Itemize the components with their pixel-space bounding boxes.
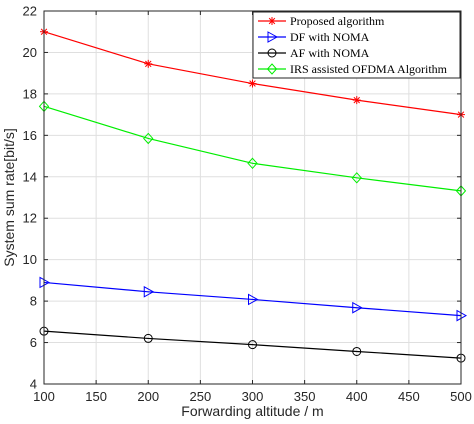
data-point [247,157,258,170]
x-axis: 100 150 200 250 300 350 400 450 500 [33,11,472,404]
legend-entry: DF with NOMA [258,30,370,44]
legend-marker [266,63,278,75]
series-0 [40,27,465,119]
y-tick-label: 18 [23,86,37,101]
data-point [248,79,257,88]
legend: Proposed algorithm DF with NOMA AF with NO… [252,11,461,79]
y-tick-label: 6 [30,335,37,350]
data-point [352,301,363,314]
x-tick-label: 150 [85,389,107,404]
marker-stroke [268,17,276,25]
data-point [248,293,259,306]
marker-stroke [249,80,256,87]
series-layer [38,27,468,363]
x-tick-label: 250 [190,389,212,404]
data-point [143,132,154,145]
data-point [351,172,362,184]
y-tick-label: 10 [23,252,37,267]
marker-stroke [353,96,360,104]
legend-box [252,11,461,79]
y-tick-label: 14 [23,169,37,184]
x-axis-label: Forwarding altitude / m [181,403,323,419]
legend-marker [268,17,276,25]
legend-entry: Proposed algorithm [258,14,385,28]
x-tick-label: 100 [33,389,55,404]
x-tick-label: 300 [242,389,264,404]
x-tick-label: 200 [137,389,159,404]
series-line [43,281,462,317]
data-point [144,59,153,68]
y-tick-label: 12 [23,211,37,226]
data-point [143,285,155,298]
y-axis: 4 6 8 10 12 14 16 18 20 22 [23,4,461,392]
y-tick-label: 16 [23,128,37,143]
legend-marker [267,48,277,58]
x-tick-label: 350 [294,389,316,404]
legend-label: DF with NOMA [290,30,370,44]
y-tick-label: 4 [30,377,37,392]
data-point [248,340,257,350]
y-tick-label: 8 [30,294,37,309]
x-tick-label: 450 [398,389,420,404]
y-tick-label: 20 [23,45,37,60]
series-line [43,330,462,359]
data-point [352,96,361,105]
marker-stroke [145,60,152,68]
data-point [143,333,153,343]
x-tick-label: 400 [346,389,368,404]
y-axis-label: System sum rate[bit/s] [1,128,17,266]
data-point [352,346,362,356]
legend-marker [267,31,279,43]
x-tick-label: 500 [450,389,472,404]
y-tick-label: 22 [23,4,37,19]
legend-label: AF with NOMA [290,46,370,60]
legend-label: IRS assisted OFDMA Algorithm [290,62,448,76]
legend-entry: IRS assisted OFDMA Algorithm [258,62,448,76]
legend-entry: AF with NOMA [258,46,370,60]
series-line [43,105,462,192]
legend-label: Proposed algorithm [290,14,385,28]
